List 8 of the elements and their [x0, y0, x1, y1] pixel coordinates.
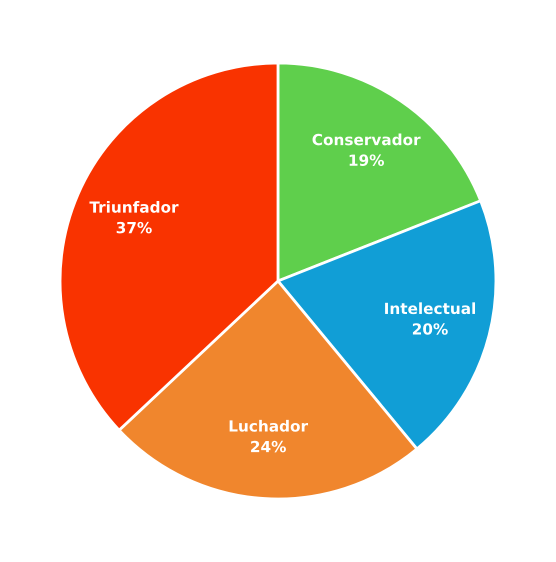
slice-label: Conservador [312, 134, 421, 146]
slice-label: Triunfador [89, 200, 179, 213]
slice-label: Intelectual [385, 302, 476, 314]
slice-label: Luchador [230, 420, 308, 432]
data-label: 24% [251, 440, 286, 452]
data-label: 37% [116, 222, 152, 234]
data-label: 20% [412, 323, 448, 335]
data-label: 19% [350, 154, 384, 166]
